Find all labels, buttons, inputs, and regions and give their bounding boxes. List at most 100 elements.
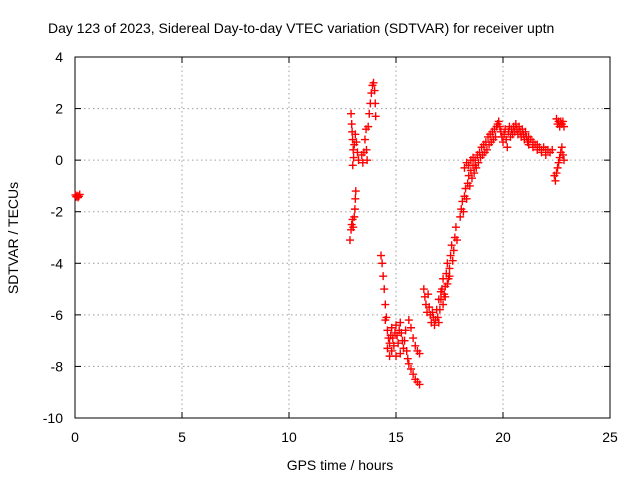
data-point [387, 346, 396, 355]
data-point [388, 334, 397, 343]
data-point [381, 316, 390, 325]
data-point [434, 295, 443, 304]
data-point [347, 120, 356, 129]
data-point [559, 156, 568, 165]
y-tick-label: 4 [55, 49, 63, 65]
data-point [424, 290, 433, 299]
data-point [428, 308, 437, 317]
data-point [402, 346, 411, 355]
data-point [548, 145, 557, 154]
data-point [351, 130, 360, 139]
data-point [462, 194, 471, 203]
data-point [449, 246, 458, 255]
data-point [446, 251, 455, 260]
data-point [435, 305, 444, 314]
data-point [396, 349, 405, 358]
data-point [362, 145, 371, 154]
y-tick-label: -2 [51, 204, 64, 220]
y-tick-label: 0 [55, 152, 63, 168]
x-tick-label: 25 [602, 429, 618, 445]
x-tick-label: 15 [388, 429, 404, 445]
data-point [500, 130, 509, 139]
y-tick-label: -10 [43, 410, 63, 426]
data-point [349, 145, 358, 154]
grid-lines [75, 57, 610, 418]
data-point [370, 86, 379, 95]
data-point [467, 174, 476, 183]
data-point [380, 285, 389, 294]
data-point [425, 303, 434, 312]
data-point [448, 256, 457, 265]
data-point [451, 223, 460, 232]
data-point [436, 287, 445, 296]
data-point [433, 313, 442, 322]
data-point [441, 292, 450, 301]
data-point [460, 163, 469, 172]
data-point [379, 272, 388, 281]
data-point [345, 236, 354, 245]
x-tick-label: 20 [495, 429, 511, 445]
data-point [404, 316, 413, 325]
data-point [552, 169, 561, 178]
data-point [352, 138, 361, 147]
data-point [558, 117, 567, 126]
data-point [458, 197, 467, 206]
data-point [397, 328, 406, 337]
x-tick-label: 5 [178, 429, 186, 445]
data-point [533, 145, 542, 154]
x-tick-label: 0 [71, 429, 79, 445]
data-point [381, 300, 390, 309]
data-point [559, 122, 568, 131]
data-point [385, 339, 394, 348]
data-point [469, 153, 478, 162]
data-point [387, 323, 396, 332]
plot-frame [74, 56, 611, 419]
data-point [383, 326, 392, 335]
data-point [349, 153, 358, 162]
data-point [349, 223, 358, 232]
data-point [459, 207, 468, 216]
data-point [447, 241, 456, 250]
data-point [401, 326, 410, 335]
data-point [360, 135, 369, 144]
data-point [553, 163, 562, 172]
data-point [415, 380, 424, 389]
data-point [482, 145, 491, 154]
data-point [406, 323, 415, 332]
data-point [74, 192, 83, 201]
y-tick-label: -8 [51, 358, 64, 374]
data-point [406, 365, 415, 374]
data-point [363, 156, 372, 165]
data-point [403, 354, 412, 363]
data-point [394, 339, 403, 348]
data-point [528, 143, 537, 152]
chart-title: Day 123 of 2023, Sidereal Day-to-day VTE… [48, 20, 554, 36]
data-point [495, 122, 504, 131]
data-point [392, 352, 400, 361]
data-point [409, 370, 418, 379]
data-point [364, 122, 373, 131]
data-point [551, 176, 560, 185]
data-point [400, 336, 409, 345]
data-point [434, 318, 443, 327]
data-point [75, 190, 84, 199]
data-point [365, 109, 374, 118]
data-point [430, 321, 439, 330]
data-point [502, 135, 511, 144]
data-point [351, 194, 360, 203]
data-point [439, 300, 448, 309]
data-point [445, 264, 454, 273]
data-point [471, 161, 480, 170]
data-point [557, 143, 566, 152]
data-point [452, 236, 461, 245]
data-point [347, 109, 356, 118]
data-point [348, 161, 357, 170]
data-point [404, 359, 413, 368]
data-point [371, 99, 380, 108]
data-point [524, 140, 533, 149]
data-point [393, 331, 402, 340]
data-point [503, 143, 512, 152]
data-point [461, 184, 470, 193]
